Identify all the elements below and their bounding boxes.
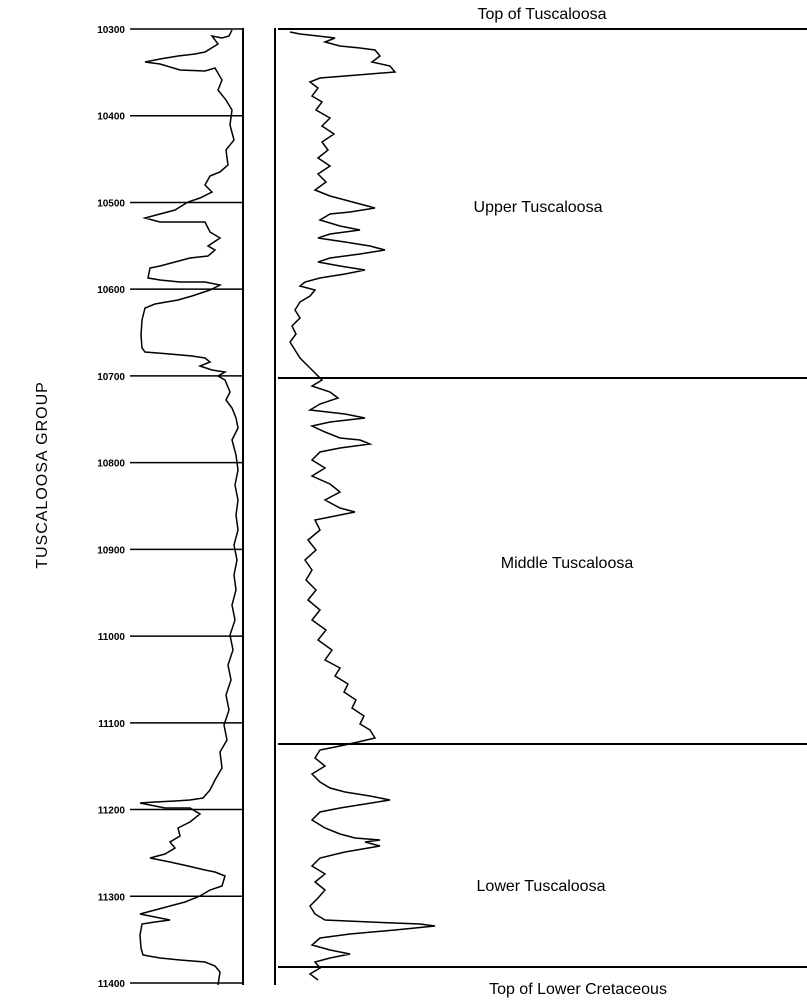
depth-tick-label: 11100 (98, 719, 125, 730)
lower-tuscaloosa-label: Lower Tuscaloosa (477, 878, 606, 895)
right-log-curve (289, 31, 436, 981)
left-log-curve (139, 29, 239, 986)
depth-tick-label: 11400 (98, 979, 126, 990)
depth-tick-label: 11300 (98, 892, 126, 903)
depth-tick-label: 11000 (98, 632, 126, 643)
group-label: TUSCALOOSA GROUP (34, 381, 51, 569)
depth-tick-label: 11200 (98, 806, 126, 817)
depth-tick-group: 10300 10400 10500 10600 10700 10800 10900 11000… (97, 25, 243, 990)
depth-tick-label: 10700 (97, 372, 125, 383)
depth-tick-label: 10500 (97, 198, 125, 209)
depth-tick-label: 10300 (97, 25, 125, 36)
top-of-lower-cretaceous-label: Top of Lower Cretaceous (489, 981, 667, 998)
top-of-tuscaloosa-label: Top of Tuscaloosa (478, 6, 607, 23)
depth-tick-label: 10900 (97, 545, 125, 556)
depth-tick-label: 10800 (97, 459, 125, 470)
upper-tuscaloosa-label: Upper Tuscaloosa (474, 199, 603, 216)
depth-tick-label: 10400 (97, 112, 125, 123)
depth-tick-label: 10600 (97, 285, 125, 296)
middle-tuscaloosa-label: Middle Tuscaloosa (501, 555, 634, 572)
